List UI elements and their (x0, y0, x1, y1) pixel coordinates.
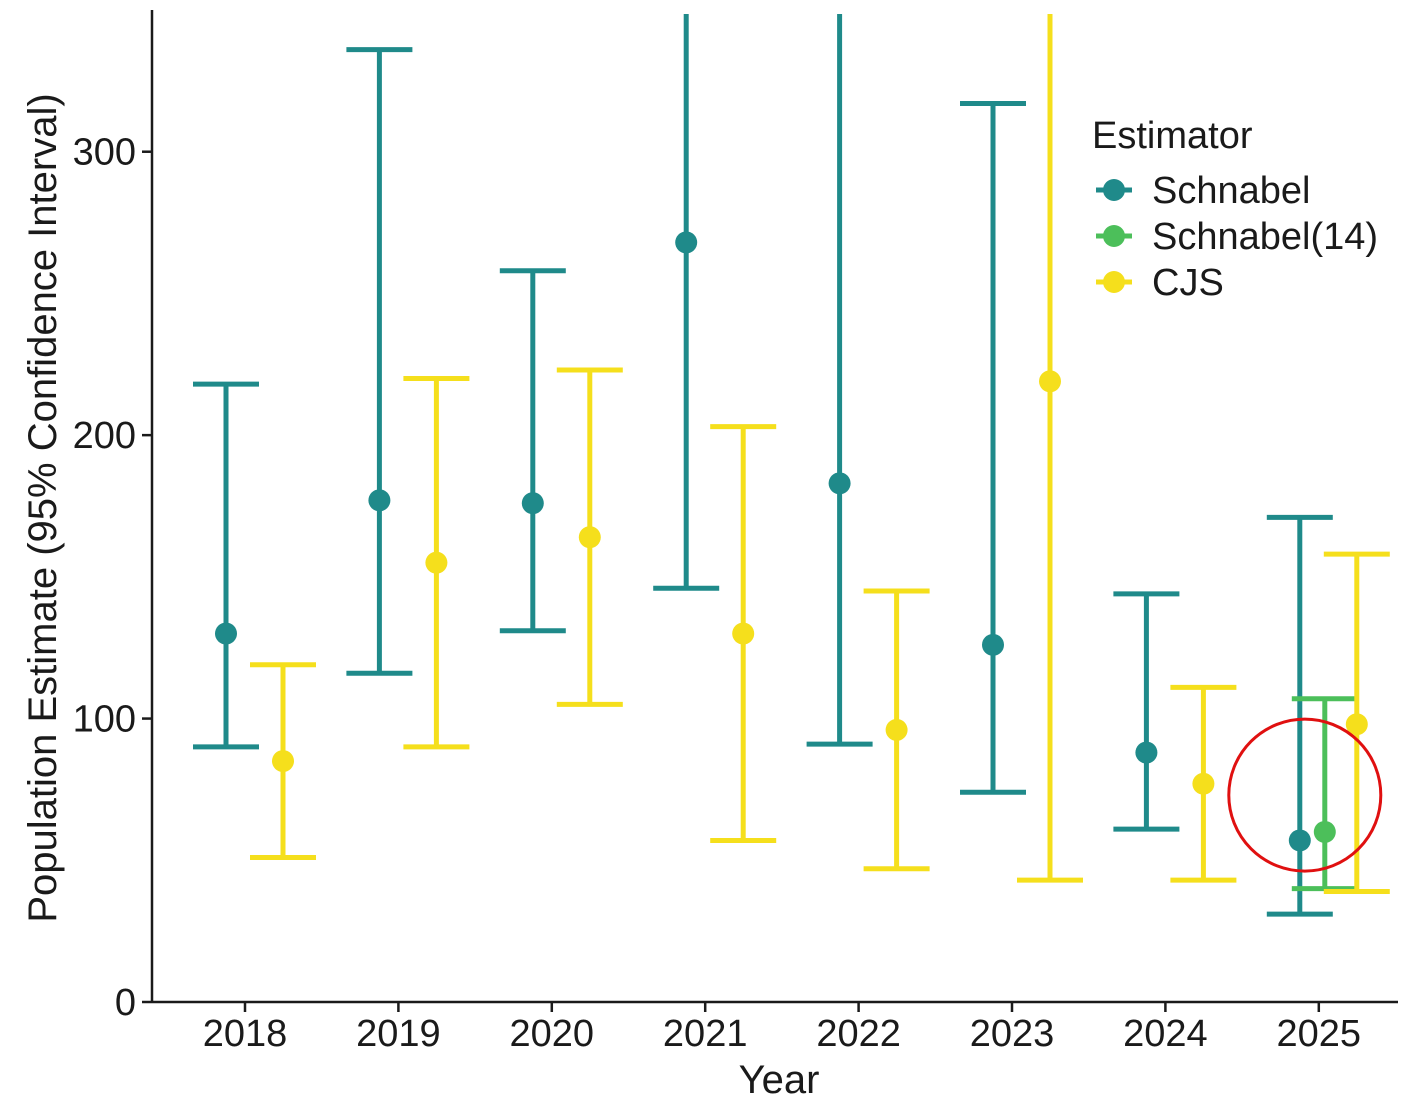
x-tick-label-2019: 2019 (356, 1013, 441, 1055)
point-schnabel-2023 (982, 633, 1004, 656)
point-cjs-2024 (1192, 772, 1215, 795)
series-cjs (250, 14, 1390, 894)
point-schnabel-2019 (368, 489, 391, 512)
x-tick-label-2020: 2020 (510, 1013, 595, 1055)
point-cjs-2022 (885, 718, 908, 741)
plot-area (193, 14, 1390, 917)
y-tick-label-200: 200 (73, 415, 136, 457)
point-cjs-2021 (732, 622, 755, 645)
annotations (1227, 717, 1383, 873)
point-cjs-2023 (1039, 370, 1061, 393)
point-schnabel-2018 (215, 622, 237, 645)
point-schnabel-14--2025 (1313, 820, 1336, 843)
point-schnabel-2022 (828, 472, 851, 495)
point-cjs-2019 (425, 551, 448, 574)
point-cjs-2018 (272, 750, 294, 773)
y-tick-label-300: 300 (73, 132, 136, 174)
x-tick-label-2025: 2025 (1277, 1013, 1362, 1055)
point-schnabel-2025 (1288, 829, 1311, 852)
legend-label-schnabel-14-: Schnabel(14) (1152, 216, 1378, 258)
legend-title: Estimator (1092, 115, 1253, 157)
point-schnabel-2024 (1135, 741, 1158, 764)
legend-label-cjs: CJS (1152, 262, 1224, 304)
x-tick-label-2022: 2022 (816, 1013, 901, 1055)
point-schnabel-2020 (521, 492, 544, 515)
series-schnabel (193, 14, 1333, 917)
y-ticks: 0 100 200 300 (73, 132, 152, 1024)
point-cjs-2025 (1345, 713, 1368, 736)
legend-label-schnabel: Schnabel (1152, 170, 1310, 212)
legend-key-point-cjs (1103, 271, 1125, 293)
x-tick-label-2018: 2018 (203, 1013, 288, 1055)
x-tick-label-2023: 2023 (970, 1013, 1055, 1055)
x-tick-label-2021: 2021 (663, 1013, 748, 1055)
point-schnabel-2021 (675, 231, 698, 254)
series-schnabel-14- (1291, 696, 1358, 892)
legend-key-point-schnabel (1103, 179, 1125, 201)
x-tick-label-2024: 2024 (1123, 1013, 1208, 1055)
highlight-circle-0 (1227, 717, 1383, 873)
x-axis-title: Year (739, 1058, 820, 1098)
x-ticks: 2018 2019 2020 2021 2022 2023 2024 2025 (203, 1002, 1361, 1055)
y-tick-label-100: 100 (73, 699, 136, 741)
legend-key-point-schnabel-14- (1103, 225, 1125, 247)
y-tick-label-0: 0 (115, 982, 136, 1024)
point-cjs-2020 (578, 526, 601, 549)
y-axis-title: Population Estimate (95% Confidence Inte… (21, 93, 65, 922)
